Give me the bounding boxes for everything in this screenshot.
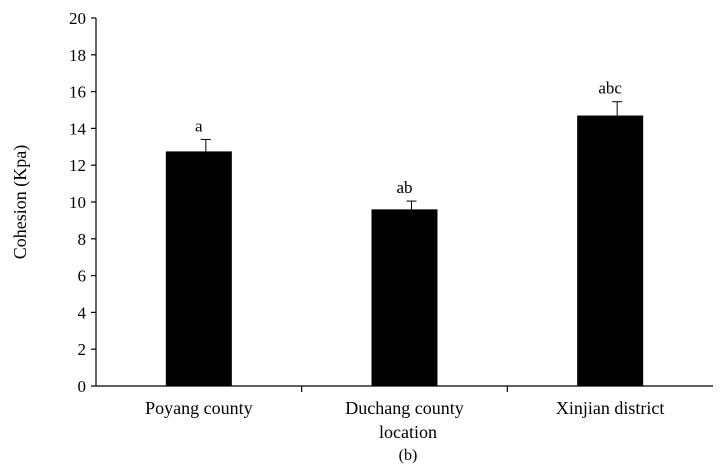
bar: [577, 115, 644, 387]
x-axis-ticks: [301, 386, 508, 392]
bar: [371, 209, 438, 386]
significance-label: ab: [396, 178, 412, 197]
y-axis-title: Cohesion (Kpa): [10, 145, 31, 259]
bars: [165, 115, 644, 387]
y-axis-ticks: 0 2 4 6 8 10 12 14 16 18 20: [69, 9, 96, 396]
bar: [165, 151, 232, 386]
panel-label: (b): [399, 447, 418, 464]
x-axis-title: location: [379, 422, 437, 442]
significance-label: abc: [598, 79, 622, 98]
error-bars: [200, 101, 623, 210]
significance-label: a: [195, 116, 203, 135]
significance-labels: a ab abc: [195, 79, 622, 197]
category-label: Xinjian district: [556, 398, 664, 418]
y-tick-label: 10: [69, 193, 86, 212]
y-tick-label: 8: [78, 230, 87, 249]
y-tick-label: 16: [69, 83, 86, 102]
category-label: Duchang county: [345, 398, 463, 418]
y-tick-label: 2: [78, 340, 87, 359]
y-tick-label: 18: [69, 46, 86, 65]
y-tick-label: 4: [78, 303, 87, 322]
y-tick-label: 14: [69, 119, 87, 138]
y-tick-label: 20: [69, 9, 86, 28]
y-tick-label: 0: [78, 377, 87, 396]
y-tick-label: 6: [78, 267, 87, 286]
category-labels: Poyang county Duchang county Xinjian distr…: [145, 398, 664, 418]
category-label: Poyang county: [145, 398, 253, 418]
y-tick-label: 12: [69, 156, 86, 175]
